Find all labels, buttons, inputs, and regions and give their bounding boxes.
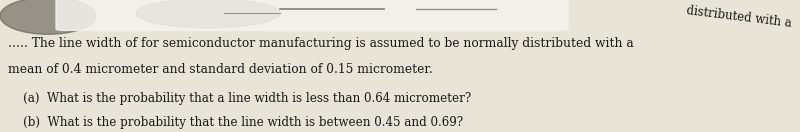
Text: (b)  What is the probability that the line width is between 0.45 and 0.69?: (b) What is the probability that the lin… — [8, 116, 463, 129]
Text: (a)  What is the probability that a line width is less than 0.64 micrometer?: (a) What is the probability that a line … — [8, 92, 471, 105]
Ellipse shape — [136, 0, 280, 28]
Ellipse shape — [0, 0, 96, 34]
Text: mean of 0.4 micrometer and standard deviation of 0.15 micrometer.: mean of 0.4 micrometer and standard devi… — [8, 63, 433, 76]
Text: ….. The line width of for semiconductor manufacturing is assumed to be normally : ….. The line width of for semiconductor … — [8, 37, 634, 50]
Text: distributed with a: distributed with a — [686, 4, 792, 30]
FancyBboxPatch shape — [56, 0, 568, 30]
